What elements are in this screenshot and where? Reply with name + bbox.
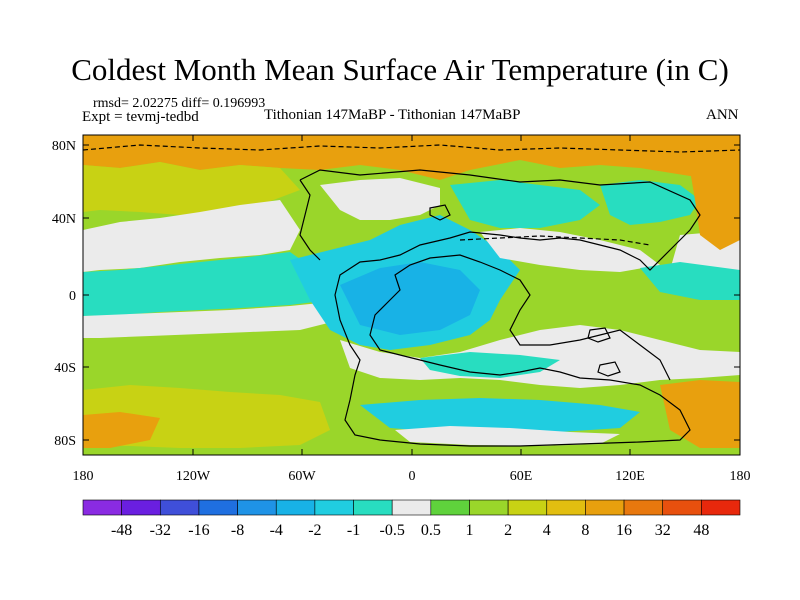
field-white-south-gondwana xyxy=(340,325,740,388)
longitude-labels: 180 120W 60W 0 60E 120E 180 xyxy=(73,469,751,484)
colorbar-swatch xyxy=(275,499,316,516)
colorbar-swatch xyxy=(159,499,200,516)
colorbar-swatch xyxy=(662,499,702,516)
colorbar-labels: -48 -32 -16 -8 -4 -2 -1 -0.5 0.5 1 2 4 8 16 32 48 xyxy=(111,522,709,539)
colorbar-label: -1 xyxy=(347,522,360,539)
colorbar-label: -4 xyxy=(270,522,283,539)
lon-label: 60W xyxy=(288,469,316,484)
map-title: Coldest Month Mean Surface Air Temperatu… xyxy=(71,52,729,87)
field-cyan-pacific-band xyxy=(83,252,330,316)
lon-label: 120E xyxy=(615,469,645,484)
coastline-pangaea xyxy=(299,169,701,447)
lon-label: 60E xyxy=(510,469,533,484)
colorbar-swatch xyxy=(701,499,741,516)
colorbar-swatch xyxy=(82,499,122,516)
colorbar-label: 8 xyxy=(581,522,589,539)
coastline-north-shelf xyxy=(82,144,741,153)
experiment-label: Expt = tevmj-tedbd xyxy=(82,109,199,125)
colorbar-label: -2 xyxy=(308,522,321,539)
colorbar-label: 1 xyxy=(465,522,473,539)
colorbar-swatch xyxy=(507,499,548,516)
field-white-north-pacific xyxy=(83,200,300,272)
colorbar-label: -0.5 xyxy=(380,522,405,539)
field-north-green-band xyxy=(83,162,300,215)
field-cyan-north-laurasia xyxy=(450,180,600,228)
field-orange-northeast xyxy=(690,165,740,250)
stats-line: rmsd= 2.02275 diff= 0.196993 xyxy=(93,96,266,111)
coastlines xyxy=(82,144,741,447)
lat-label: 40S xyxy=(54,361,76,376)
field-cyan-east-tethys xyxy=(640,262,740,300)
lat-label: 80S xyxy=(54,434,76,449)
period-subtitle: Tithonian 147MaBP - Tithonian 147MaBP xyxy=(264,107,521,123)
lon-label: 120W xyxy=(176,469,211,484)
lat-label: 0 xyxy=(69,289,76,304)
colorbar-swatch xyxy=(391,499,432,516)
colorbar-label: 0.5 xyxy=(421,522,441,539)
field-white-equatorial-pacific xyxy=(83,302,340,338)
colorbar xyxy=(82,499,741,516)
field-cyan-antarctic xyxy=(360,398,640,434)
colorbar-swatch xyxy=(121,499,161,516)
colorbar-label: -16 xyxy=(188,522,209,539)
colorbar-label: 16 xyxy=(616,522,632,539)
lon-label: 180 xyxy=(73,469,94,484)
colorbar-label: 2 xyxy=(504,522,512,539)
colorbar-label: -8 xyxy=(231,522,244,539)
season-label: ANN xyxy=(706,107,739,123)
axis-ticks xyxy=(82,135,741,455)
colorbar-label: 48 xyxy=(693,522,709,539)
colorbar-label: -32 xyxy=(150,522,171,539)
coastline-island-south xyxy=(587,327,611,343)
colorbar-swatch xyxy=(430,499,470,516)
field-white-antarctic xyxy=(395,426,620,446)
colorbar-label: 32 xyxy=(655,522,671,539)
lat-label: 40N xyxy=(52,212,76,227)
field-orange-southeast xyxy=(660,380,740,448)
lon-label: 180 xyxy=(730,469,751,484)
field-white-laurasia xyxy=(320,178,440,220)
colorbar-swatch xyxy=(585,499,625,516)
temperature-field xyxy=(83,135,740,455)
latitude-labels: 80N 40N 0 40S 80S xyxy=(52,139,76,449)
colorbar-swatch xyxy=(314,499,354,516)
lat-label: 80N xyxy=(52,139,76,154)
colorbar-label: 4 xyxy=(543,522,551,539)
field-arctic-warm xyxy=(83,135,740,180)
colorbar-swatch xyxy=(546,499,586,516)
colorbar-swatch xyxy=(353,499,393,516)
colorbar-swatch xyxy=(198,499,238,516)
colorbar-swatch xyxy=(623,499,664,516)
coastline-island-southeast xyxy=(597,361,621,377)
lon-label: 0 xyxy=(409,469,416,484)
field-cyan-east-laurasia xyxy=(600,180,700,225)
coastline-island-tethys xyxy=(429,204,451,221)
field-orange-southwest xyxy=(83,412,160,448)
coastline-north-laurasia xyxy=(299,179,321,261)
colorbar-label: -48 xyxy=(111,522,132,539)
colorbar-swatch xyxy=(237,499,277,516)
colorbar-swatch xyxy=(469,499,509,516)
coastline-tethys-shelf xyxy=(459,235,651,246)
